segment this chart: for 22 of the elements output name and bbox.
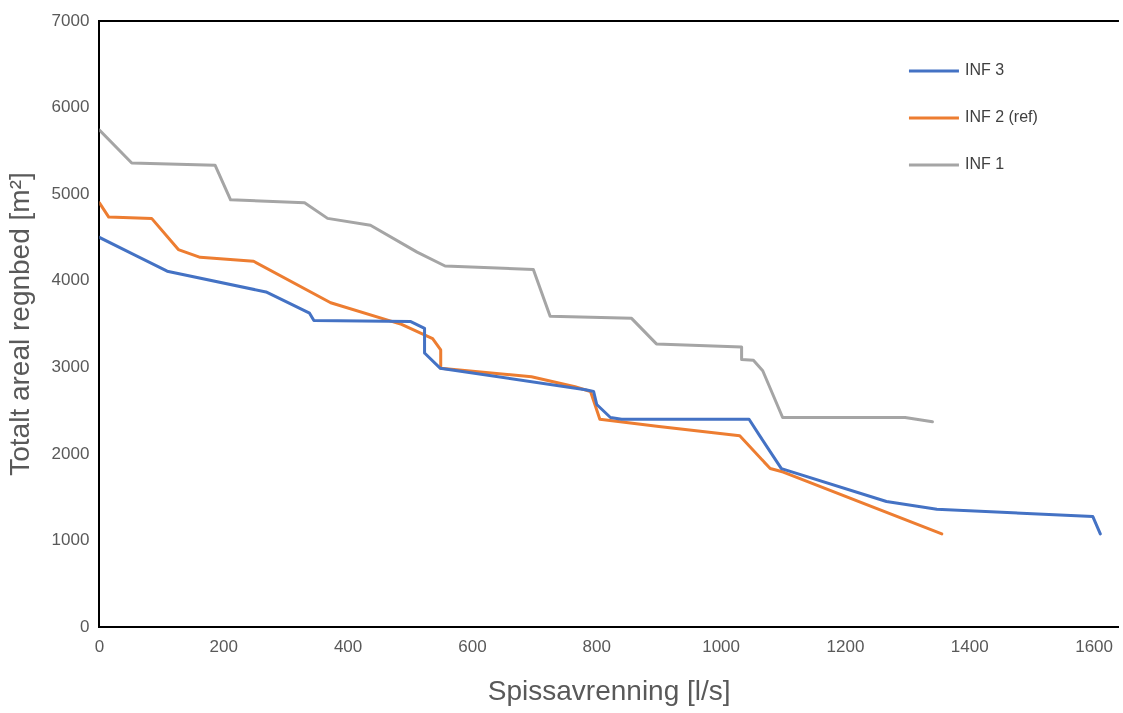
y-tick-label: 7000 (51, 10, 90, 30)
y-tick-label: 6000 (51, 97, 90, 117)
y-tick-label: 5000 (51, 183, 90, 203)
legend-label: INF 2 (ref) (964, 108, 1038, 126)
legend-label: INF 1 (964, 155, 1005, 173)
x-tick-label: 600 (458, 636, 487, 656)
x-tick-label: 200 (209, 636, 238, 656)
y-tick-label: 3000 (51, 356, 90, 376)
y-tick-label: 2000 (51, 443, 90, 463)
y-axis-title: Totalt areal regnbed [m²] (3, 172, 35, 476)
x-tick-label: 1400 (950, 636, 989, 656)
x-tick-label: 1000 (702, 636, 740, 656)
x-tick-label: 0 (94, 636, 105, 656)
x-tick-label: 1200 (826, 636, 865, 656)
x-tick-label: 800 (582, 636, 611, 656)
y-tick-label: 0 (79, 616, 90, 636)
y-tick-label: 1000 (51, 530, 90, 550)
x-tick-label: 1600 (1075, 636, 1113, 656)
legend-label: INF 3 (964, 61, 1005, 79)
x-axis-title: Spissavrenning [l/s] (487, 674, 731, 706)
y-tick-label: 4000 (51, 270, 90, 290)
x-tick-label: 400 (333, 636, 363, 656)
